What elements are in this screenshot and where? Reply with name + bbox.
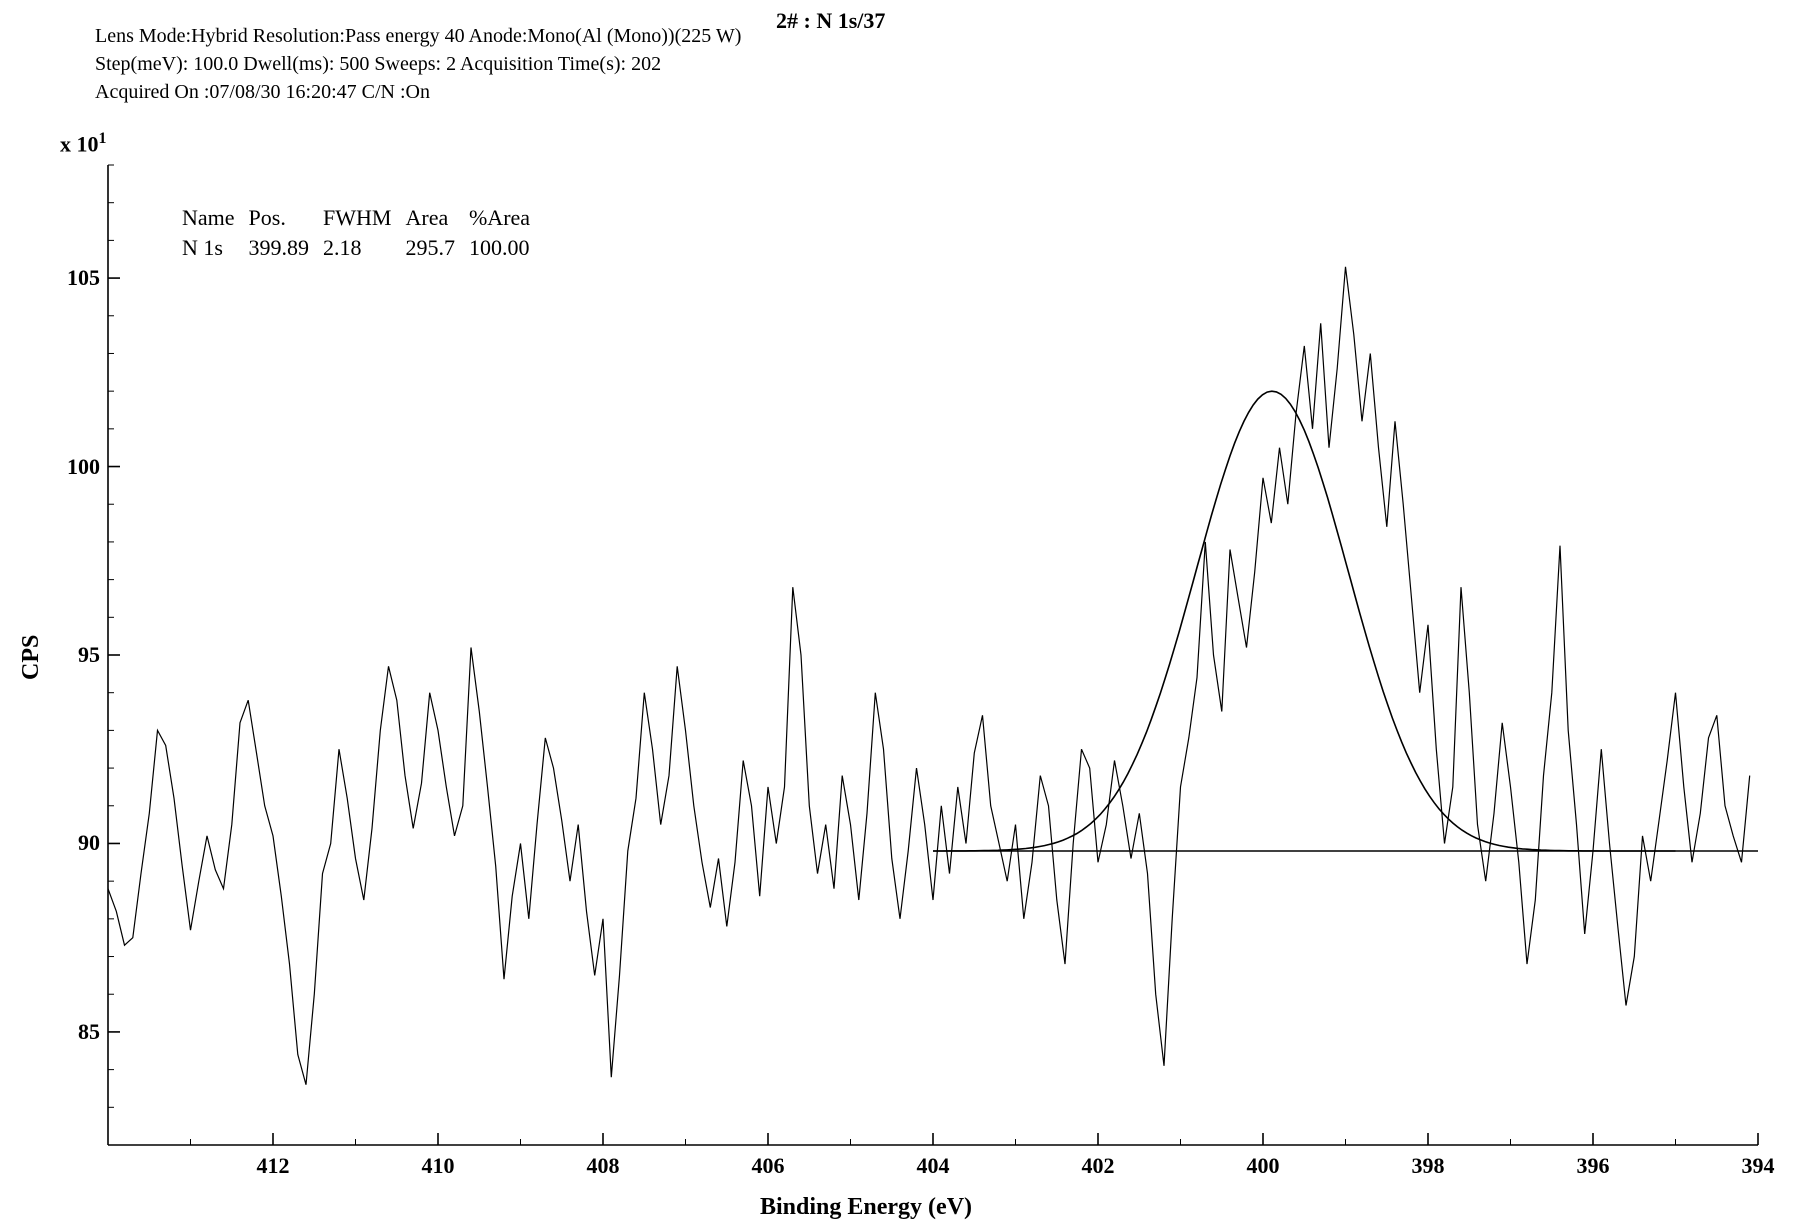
y-tick-label: 90	[62, 830, 100, 856]
col-fwhm: FWHM	[323, 204, 403, 232]
y-tick-label: 105	[62, 265, 100, 291]
cell-pctarea: 100.00	[469, 234, 542, 262]
x-tick-label: 406	[743, 1153, 793, 1179]
y-tick-label: 85	[62, 1019, 100, 1045]
cell-area: 295.7	[405, 234, 467, 262]
x-tick-label: 404	[908, 1153, 958, 1179]
x-tick-label: 412	[248, 1153, 298, 1179]
x-tick-label: 394	[1733, 1153, 1783, 1179]
cell-name: N 1s	[182, 234, 247, 262]
raw-spectrum-line	[108, 267, 1750, 1085]
y-tick-label: 95	[62, 642, 100, 668]
x-tick-label: 400	[1238, 1153, 1288, 1179]
cell-pos: 399.89	[249, 234, 322, 262]
xps-spectrum-chart	[0, 0, 1794, 1232]
col-pctarea: %Area	[469, 204, 542, 232]
col-name: Name	[182, 204, 247, 232]
peak-table-header-row: Name Pos. FWHM Area %Area	[182, 204, 542, 232]
peak-table-data-row: N 1s 399.89 2.18 295.7 100.00	[182, 234, 542, 262]
y-tick-label: 100	[62, 454, 100, 480]
cell-fwhm: 2.18	[323, 234, 403, 262]
x-tick-label: 402	[1073, 1153, 1123, 1179]
x-tick-label: 408	[578, 1153, 628, 1179]
peak-fit-table: Name Pos. FWHM Area %Area N 1s 399.89 2.…	[180, 202, 544, 264]
gaussian-fit-line	[933, 391, 1676, 851]
x-tick-label: 398	[1403, 1153, 1453, 1179]
x-tick-label: 396	[1568, 1153, 1618, 1179]
col-pos: Pos.	[249, 204, 322, 232]
x-tick-label: 410	[413, 1153, 463, 1179]
col-area: Area	[405, 204, 467, 232]
